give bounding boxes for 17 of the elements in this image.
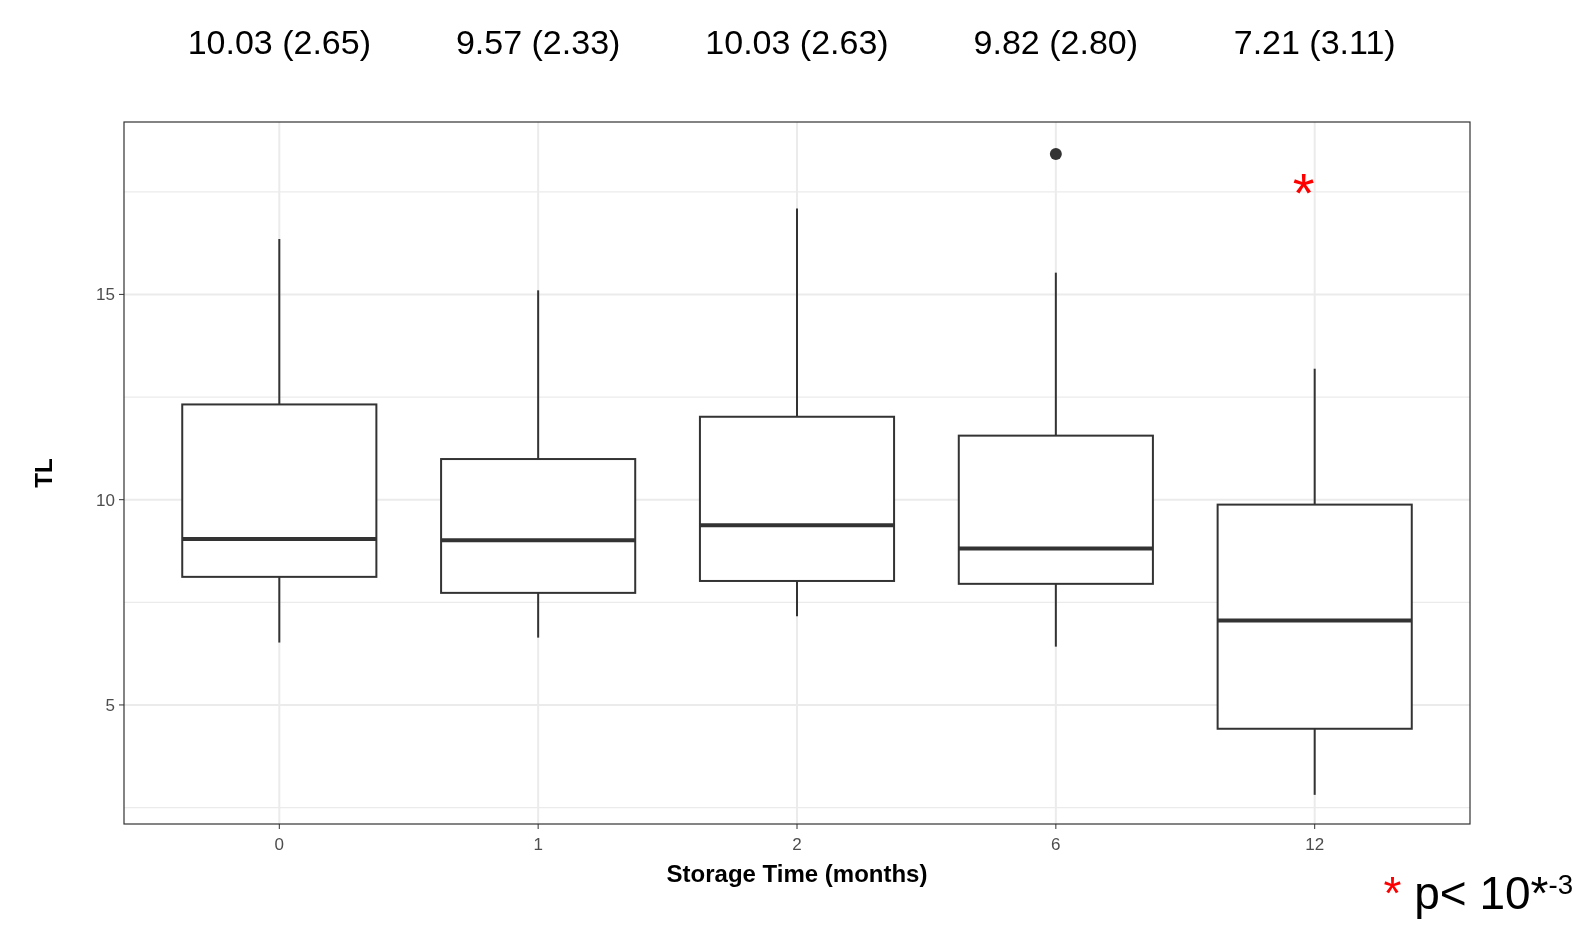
x-tick-label: 2	[792, 835, 802, 854]
text: * p< 10*$^{-3}$	[1383, 867, 1573, 919]
text: 9.57 (2.33)	[455, 23, 621, 61]
text: 10.03 (2.65)	[187, 23, 371, 61]
x-axis-title: Storage Time (months)	[666, 860, 928, 887]
text: 10.03 (2.63)	[705, 23, 889, 61]
text: 9.82 (2.80)	[973, 23, 1139, 61]
x-tick-label: 0	[274, 835, 285, 854]
x-tick-label: 12	[1305, 835, 1325, 854]
y-tick-label: 15	[96, 285, 115, 305]
y-tick-label: 5	[105, 695, 115, 715]
y-tick-label: 10	[96, 490, 115, 510]
x-tick-label: 6	[1051, 835, 1061, 854]
text: 7.21 (3.11)	[1233, 23, 1396, 61]
y-axis-title: TL	[30, 458, 57, 488]
x-tick-label: 1	[533, 835, 543, 854]
annotation: *	[1292, 161, 1315, 224]
